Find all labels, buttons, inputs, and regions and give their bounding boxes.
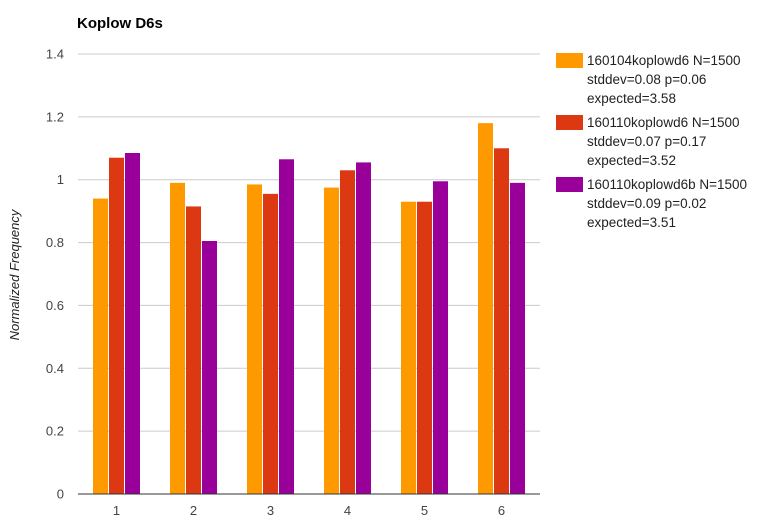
y-tick-label: 0.8 — [46, 235, 64, 250]
legend-item: 160110koplowd6 N=1500 stddev=0.07 p=0.17 e… — [556, 115, 740, 168]
bar-series-3-cat-4 — [356, 162, 371, 494]
legend-detail-line: stddev=0.08 p=0.06 — [587, 72, 706, 87]
bar-series-2-cat-4 — [340, 170, 355, 495]
bar-series-1-cat-3 — [247, 184, 262, 494]
bar-series-2-cat-2 — [186, 206, 201, 494]
legend-swatch — [556, 177, 583, 192]
bar-series-1-cat-2 — [170, 182, 185, 494]
y-tick-label: 0.2 — [46, 424, 64, 439]
y-tick-label: 0.4 — [46, 361, 64, 376]
legend-detail-line: stddev=0.07 p=0.17 — [587, 134, 706, 149]
bar-series-1-cat-4 — [324, 187, 339, 495]
bar-series-3-cat-5 — [433, 181, 448, 495]
y-tick-label: 1.4 — [46, 47, 64, 62]
x-axis-ticks: 1 2 3 4 5 6 — [113, 503, 505, 518]
y-axis-ticks: 0 0.2 0.4 0.6 0.8 1 1.2 1.4 — [46, 47, 64, 502]
x-tick-label: 6 — [498, 503, 505, 518]
x-tick-label: 5 — [421, 503, 428, 518]
bar-series-2-cat-5 — [417, 201, 432, 494]
legend-detail-line: expected=3.58 — [587, 91, 676, 106]
legend: 160104koplowd6 N=1500 stddev=0.08 p=0.06 e… — [556, 53, 747, 230]
x-tick-label: 3 — [267, 503, 274, 518]
bar-series-2-cat-1 — [109, 157, 124, 494]
gridlines — [78, 53, 540, 432]
y-tick-label: 1 — [57, 172, 64, 187]
legend-series-name: 160110koplowd6 N=1500 — [587, 115, 740, 130]
legend-item: 160104koplowd6 N=1500 stddev=0.08 p=0.06 e… — [556, 53, 741, 106]
bar-series-1-cat-6 — [478, 123, 493, 495]
bar-series-2-cat-3 — [263, 193, 278, 494]
legend-detail-line: stddev=0.09 p=0.02 — [587, 196, 706, 211]
y-tick-label: 0 — [57, 487, 64, 502]
x-tick-label: 2 — [190, 503, 197, 518]
bar-series-2-cat-6 — [494, 148, 509, 495]
y-tick-label: 1.2 — [46, 109, 64, 124]
legend-swatch — [556, 53, 583, 68]
x-tick-label: 1 — [113, 503, 120, 518]
legend-series-name: 160104koplowd6 N=1500 — [587, 53, 741, 68]
bar-series-3-cat-1 — [125, 153, 140, 494]
legend-series-name: 160110koplowd6b N=1500 — [587, 177, 747, 192]
legend-item: 160110koplowd6b N=1500 stddev=0.09 p=0.02… — [556, 177, 747, 230]
bars — [93, 123, 525, 495]
y-axis-label: Normalized Frequency — [7, 208, 22, 340]
chart-title: Koplow D6s — [77, 15, 163, 32]
legend-swatch — [556, 115, 583, 130]
legend-detail-line: expected=3.52 — [587, 153, 676, 168]
legend-detail-line: expected=3.51 — [587, 215, 676, 230]
x-tick-label: 4 — [344, 503, 351, 518]
bar-series-3-cat-6 — [510, 182, 525, 494]
bar-series-3-cat-2 — [202, 241, 217, 494]
bar-series-3-cat-3 — [279, 159, 294, 495]
bar-series-1-cat-1 — [93, 198, 108, 495]
y-tick-label: 0.6 — [46, 298, 64, 313]
bar-series-1-cat-5 — [401, 201, 416, 494]
